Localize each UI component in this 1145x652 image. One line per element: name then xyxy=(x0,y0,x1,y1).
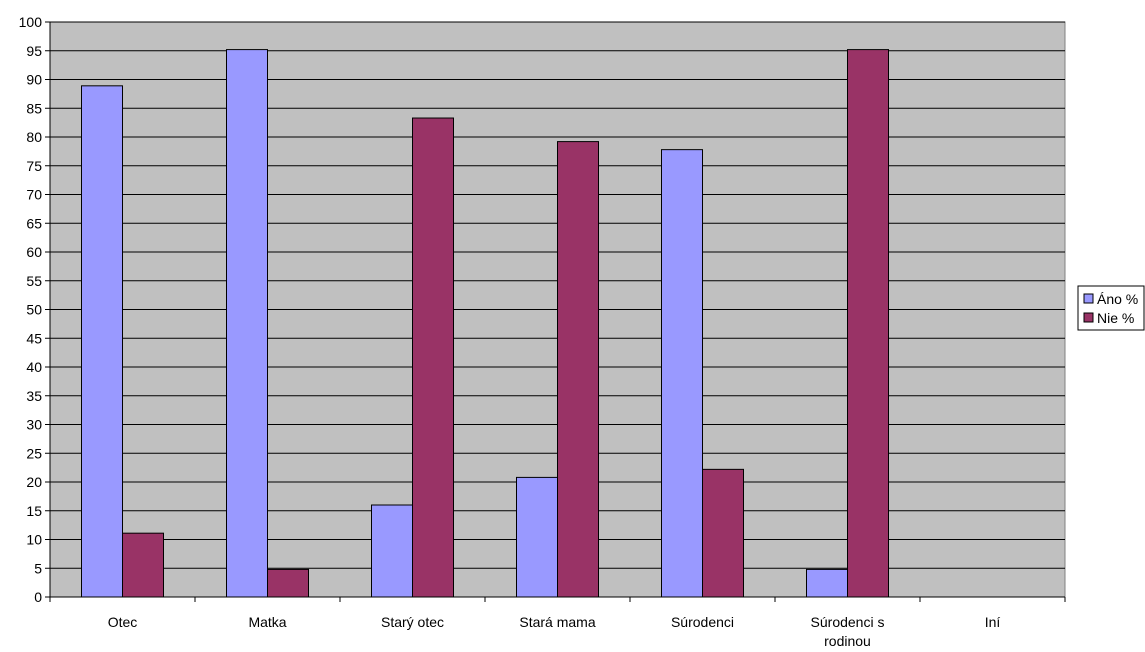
x-tick-label: Otec xyxy=(108,614,138,630)
y-tick-label: 15 xyxy=(26,503,42,519)
y-tick-label: 30 xyxy=(26,417,42,433)
y-tick-label: 35 xyxy=(26,388,42,404)
bars xyxy=(81,49,889,598)
y-tick-label: 75 xyxy=(26,158,42,174)
x-tick-label: Stará mama xyxy=(519,614,595,630)
y-tick-label: 70 xyxy=(26,187,42,203)
x-tick-label: Iní xyxy=(985,614,1001,630)
bar-nie xyxy=(122,532,164,598)
legend-box xyxy=(1077,285,1145,331)
legend-swatch xyxy=(1083,312,1094,323)
x-axis: Otec Matka Starý otec Stará mama Súrodenci Sú… xyxy=(49,596,1066,649)
y-tick-label: 90 xyxy=(26,72,42,88)
y-tick-label: 80 xyxy=(26,129,42,145)
y-tick-label: 85 xyxy=(26,100,42,116)
bar-ano xyxy=(516,476,558,598)
x-tick-label: Súrodenci s xyxy=(811,614,885,630)
y-tick-label: 5 xyxy=(34,560,42,576)
bar-ano xyxy=(371,504,413,598)
legend-swatch xyxy=(1083,293,1094,304)
bar-nie xyxy=(847,49,889,598)
bar-nie xyxy=(557,141,599,598)
x-tick-label: Starý otec xyxy=(381,614,444,630)
bar-ano xyxy=(806,568,848,598)
x-tick-label: Matka xyxy=(248,614,286,630)
y-tick-label: 55 xyxy=(26,273,42,289)
legend: Áno % Nie % xyxy=(1077,285,1145,331)
y-axis: 0 5 10 15 20 25 30 35 40 45 50 55 60 65 70 75 80 85 90 95 10… xyxy=(19,14,51,605)
bar-ano xyxy=(661,149,703,598)
y-tick-label: 20 xyxy=(26,474,42,490)
y-tick-label: 100 xyxy=(19,14,43,30)
y-tick-label: 50 xyxy=(26,302,42,318)
y-tick-label: 25 xyxy=(26,445,42,461)
bar-nie xyxy=(702,468,744,598)
y-tick-label: 0 xyxy=(34,589,42,605)
legend-label: Nie % xyxy=(1097,310,1134,326)
x-tick-label: Súrodenci xyxy=(671,614,734,630)
x-tick-label: rodinou xyxy=(824,633,871,649)
y-tick-label: 10 xyxy=(26,532,42,548)
legend-label: Áno % xyxy=(1097,291,1138,307)
y-tick-label: 65 xyxy=(26,215,42,231)
bar-ano xyxy=(226,49,268,598)
bar-ano xyxy=(81,85,123,598)
y-tick-label: 60 xyxy=(26,244,42,260)
bar-nie xyxy=(267,568,309,598)
y-tick-label: 95 xyxy=(26,43,42,59)
y-tick-label: 40 xyxy=(26,359,42,375)
bar-nie xyxy=(412,117,454,598)
y-tick-label: 45 xyxy=(26,330,42,346)
